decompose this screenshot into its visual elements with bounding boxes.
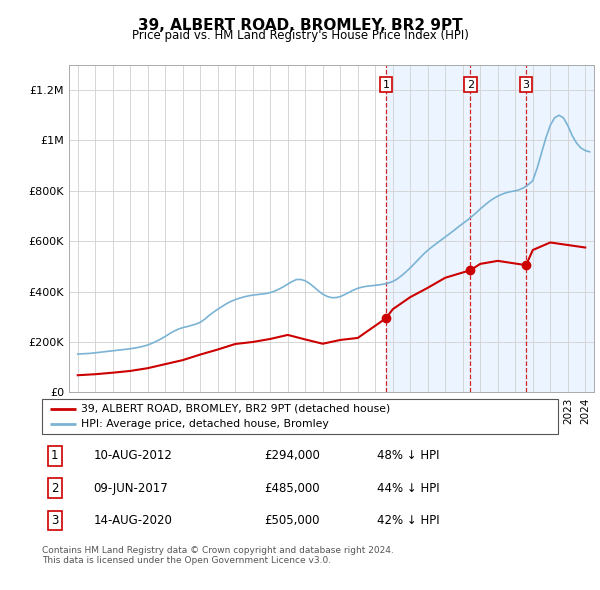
Text: 3: 3 <box>51 514 59 527</box>
Text: Price paid vs. HM Land Registry's House Price Index (HPI): Price paid vs. HM Land Registry's House … <box>131 30 469 42</box>
Text: 48% ↓ HPI: 48% ↓ HPI <box>377 449 440 463</box>
Text: £485,000: £485,000 <box>264 481 320 495</box>
Text: 1: 1 <box>51 449 59 463</box>
Text: 2: 2 <box>467 80 474 90</box>
Text: 39, ALBERT ROAD, BROMLEY, BR2 9PT: 39, ALBERT ROAD, BROMLEY, BR2 9PT <box>137 18 463 32</box>
Text: 3: 3 <box>523 80 530 90</box>
Text: 44% ↓ HPI: 44% ↓ HPI <box>377 481 440 495</box>
FancyBboxPatch shape <box>42 399 558 434</box>
Text: 1: 1 <box>382 80 389 90</box>
Text: 10-AUG-2012: 10-AUG-2012 <box>94 449 172 463</box>
Text: 09-JUN-2017: 09-JUN-2017 <box>94 481 169 495</box>
Text: £505,000: £505,000 <box>264 514 319 527</box>
Text: Contains HM Land Registry data © Crown copyright and database right 2024.
This d: Contains HM Land Registry data © Crown c… <box>42 546 394 565</box>
Bar <box>386 65 596 392</box>
Text: 14-AUG-2020: 14-AUG-2020 <box>94 514 172 527</box>
Text: 39, ALBERT ROAD, BROMLEY, BR2 9PT (detached house): 39, ALBERT ROAD, BROMLEY, BR2 9PT (detac… <box>80 404 390 414</box>
Text: HPI: Average price, detached house, Bromley: HPI: Average price, detached house, Brom… <box>80 419 328 430</box>
Text: 2: 2 <box>51 481 59 495</box>
Text: 42% ↓ HPI: 42% ↓ HPI <box>377 514 440 527</box>
Text: £294,000: £294,000 <box>264 449 320 463</box>
